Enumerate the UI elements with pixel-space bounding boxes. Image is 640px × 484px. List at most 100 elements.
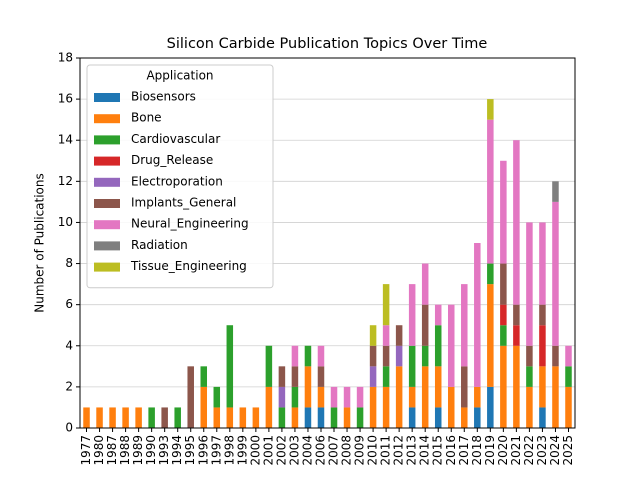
x-tick-label: 2021 <box>509 435 523 466</box>
legend-swatch <box>94 156 120 166</box>
bar-segment <box>565 345 572 367</box>
x-tick-label: 1987 <box>105 435 119 466</box>
x-tick-label: 2010 <box>366 435 380 466</box>
bar-segment <box>395 345 403 367</box>
x-tick-label: 2011 <box>379 435 393 466</box>
x-tick-label: 1990 <box>144 435 158 466</box>
y-tick-label: 8 <box>65 256 73 270</box>
bar-segment <box>239 407 247 428</box>
x-tick-label: 1998 <box>222 435 236 466</box>
y-tick-label: 2 <box>65 379 73 393</box>
bar-segment <box>408 407 416 428</box>
bar-segment <box>83 407 90 428</box>
y-tick-label: 4 <box>65 338 73 352</box>
x-tick-label: 2001 <box>261 435 275 466</box>
bar-segment <box>434 304 442 326</box>
chart-title: Silicon Carbide Publication Topics Over … <box>167 36 488 52</box>
bar-segment <box>278 407 286 428</box>
bar-segment <box>539 304 546 326</box>
y-tick-label: 6 <box>65 297 73 311</box>
bar-segment <box>213 386 221 408</box>
bar-segment <box>304 366 312 408</box>
bar-segment <box>330 407 338 428</box>
bar-segment <box>513 325 520 346</box>
bar-segment <box>461 284 468 367</box>
bar-segment <box>265 345 273 387</box>
legend-label: Cardiovascular <box>131 132 220 146</box>
bar-segment <box>474 243 481 387</box>
x-tick-label: 1999 <box>235 435 249 466</box>
x-tick-label: 2009 <box>353 435 367 466</box>
bar-segment <box>161 407 168 428</box>
bar-segment <box>487 263 494 285</box>
legend-swatch <box>94 114 120 124</box>
x-tick-label: 2008 <box>340 435 354 466</box>
y-tick-label: 18 <box>58 51 73 65</box>
x-tick-label: 2025 <box>561 435 575 466</box>
x-tick-label: 2003 <box>287 435 301 466</box>
bar-segment <box>382 345 390 367</box>
legend-swatch <box>94 93 120 102</box>
x-tick-label: 2015 <box>431 435 445 466</box>
x-tick-label: 2016 <box>444 435 458 466</box>
x-tick-label: 2004 <box>300 435 314 466</box>
bar-segment <box>421 366 429 428</box>
x-tick-label: 2013 <box>405 435 419 466</box>
bar-segment <box>382 366 390 387</box>
bar-segment <box>317 407 325 428</box>
x-tick-label: 1997 <box>209 435 223 466</box>
bar-segment <box>356 407 364 428</box>
bar-segment <box>487 99 494 120</box>
x-tick-label: 1994 <box>170 435 184 466</box>
bar-segment <box>369 325 377 346</box>
bar-segment <box>291 407 299 428</box>
bar-segment <box>500 325 507 346</box>
bar-segment <box>487 119 494 264</box>
bar-segment <box>474 386 481 408</box>
bar-segment <box>408 386 416 408</box>
legend-swatch <box>94 199 120 208</box>
bar-segment <box>552 345 559 367</box>
y-tick-label: 16 <box>58 92 73 106</box>
bar-segment <box>434 325 442 367</box>
legend-label: Biosensors <box>131 90 196 104</box>
x-tick-label: 2019 <box>483 435 497 466</box>
bar-segment <box>291 386 299 408</box>
bar-segment <box>526 222 533 346</box>
bar-segment <box>252 407 260 428</box>
bar-segment <box>109 407 116 428</box>
bar-segment <box>526 366 533 387</box>
bar-segment <box>369 386 377 428</box>
bar-segment <box>539 222 546 305</box>
y-axis-label: Number of Publications <box>33 173 47 313</box>
bar-segment <box>513 345 520 428</box>
bar-segment <box>539 407 546 428</box>
bar-segment <box>343 407 351 428</box>
bar-segment <box>187 366 194 428</box>
legend-swatch <box>94 241 120 251</box>
bar-segment <box>213 407 221 428</box>
bar-segment <box>395 366 403 428</box>
x-tick-label: 2002 <box>274 435 288 466</box>
legend-label: Tissue_Engineering <box>130 259 247 273</box>
bar-segment <box>421 304 429 346</box>
legend-swatch <box>94 220 120 230</box>
legend-swatch <box>94 135 120 145</box>
bar-segment <box>395 325 403 346</box>
x-tick-label: 2024 <box>548 435 562 466</box>
bar-segment <box>265 386 273 428</box>
bar-segment <box>526 345 533 367</box>
bar-segment <box>382 386 390 428</box>
x-tick-label: 2007 <box>327 435 341 466</box>
bar-segment <box>552 181 559 202</box>
x-tick-label: 1977 <box>79 435 93 466</box>
bar-segment <box>291 345 299 367</box>
x-tick-label: 2006 <box>313 435 327 466</box>
bar-segment <box>539 366 546 408</box>
legend-label: Neural_Engineering <box>131 217 249 231</box>
bar-segment <box>421 345 429 367</box>
bar-segment <box>408 284 416 346</box>
bar-segment <box>447 386 455 428</box>
bar-segment <box>500 345 507 428</box>
